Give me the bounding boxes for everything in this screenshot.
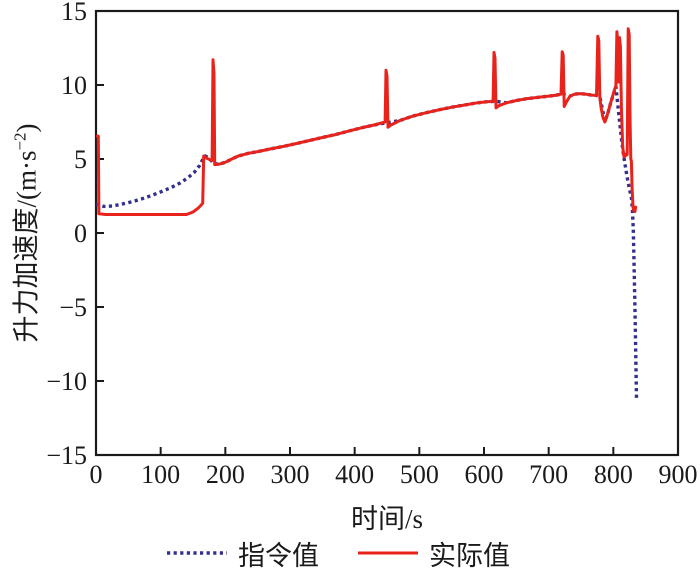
y-tick-label: −10 bbox=[46, 367, 87, 396]
x-axis-label: 时间/s bbox=[350, 504, 423, 534]
y-tick-label: 10 bbox=[61, 71, 87, 100]
x-tick-label: 300 bbox=[271, 460, 310, 489]
legend-item-command: 指令值 bbox=[166, 534, 319, 573]
actual-series-line bbox=[95, 27, 638, 216]
legend-swatch-solid-line bbox=[358, 551, 418, 555]
legend-label-command: 指令值 bbox=[238, 540, 319, 571]
y-tick-label: −15 bbox=[46, 441, 87, 470]
x-tick-label: 0 bbox=[90, 460, 103, 489]
x-tick-label: 900 bbox=[659, 460, 698, 489]
y-tick-label: 15 bbox=[61, 0, 87, 26]
command-series-line bbox=[95, 84, 639, 399]
x-tick-label: 800 bbox=[594, 460, 633, 489]
legend-label-actual: 实际值 bbox=[429, 540, 510, 571]
legend-swatch-dotted-line bbox=[167, 551, 227, 555]
y-axis-label-superscript: −2 bbox=[10, 132, 30, 151]
x-tick-label: 500 bbox=[400, 460, 439, 489]
x-tick-label: 200 bbox=[206, 460, 245, 489]
x-tick-label: 100 bbox=[141, 460, 180, 489]
x-tick-label: 600 bbox=[465, 460, 504, 489]
y-axis-label-close: ) bbox=[11, 123, 42, 133]
legend: 指令值 实际值 bbox=[166, 538, 548, 571]
y-axis-label: 升力加速度/(m·s−2) bbox=[5, 123, 44, 342]
y-tick-label: −5 bbox=[59, 293, 87, 322]
legend-item-actual: 实际值 bbox=[357, 534, 510, 573]
x-tick-label: 400 bbox=[335, 460, 374, 489]
y-tick-label: 5 bbox=[74, 145, 87, 174]
y-tick-label: 0 bbox=[74, 219, 87, 248]
y-axis-label-base: 升力加速度/(m·s bbox=[11, 150, 42, 343]
x-tick-label: 700 bbox=[529, 460, 568, 489]
